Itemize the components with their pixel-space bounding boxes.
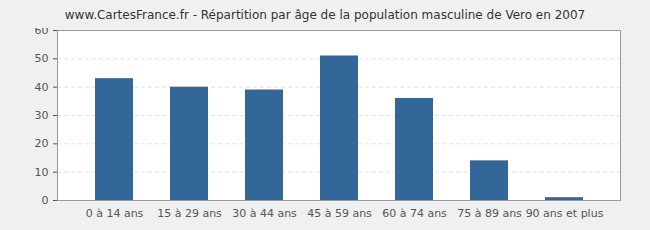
svg-text:30: 30	[35, 109, 49, 122]
svg-text:20: 20	[35, 137, 49, 150]
svg-text:30 à 44 ans: 30 à 44 ans	[232, 207, 297, 220]
svg-text:10: 10	[35, 166, 49, 179]
svg-text:40: 40	[35, 81, 49, 94]
svg-text:90 ans et plus: 90 ans et plus	[526, 207, 604, 220]
svg-text:60: 60	[35, 28, 49, 37]
html-text:www.CartesFrance.fr - Répartit: www.CartesFrance.fr - Répartition par âg…	[64, 8, 586, 22]
svg-text:45 à 59 ans: 45 à 59 ans	[307, 207, 372, 220]
svg-text:75 à 89 ans: 75 à 89 ans	[457, 207, 522, 220]
svg-text:50: 50	[35, 52, 49, 65]
svg-text:0 à 14 ans: 0 à 14 ans	[86, 207, 144, 220]
svg-text:0: 0	[42, 194, 49, 207]
svg-text:15 à 29 ans: 15 à 29 ans	[157, 207, 222, 220]
svg-text:60 à 74 ans: 60 à 74 ans	[382, 207, 447, 220]
